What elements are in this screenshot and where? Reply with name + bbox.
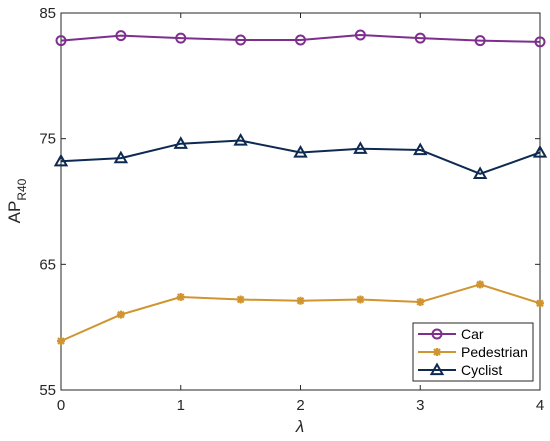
x-tick-label: 3 [416,397,424,414]
y-tick-label: 65 [39,256,56,273]
series-car [55,29,546,48]
data-point-pedestrian [536,299,544,308]
series-layer [53,29,548,345]
data-point-cyclist [472,166,488,179]
y-axis-title-subscript: R40 [15,178,29,200]
x-tick-label: 2 [296,397,304,414]
data-point-pedestrian [356,295,365,304]
data-point-cyclist [293,144,308,158]
data-point-cyclist [413,142,428,156]
series-line-cyclist [60,139,541,175]
data-point-pedestrian [116,310,125,319]
y-axis-title-main: AP [5,201,24,224]
series-cyclist [53,133,548,179]
data-point-car [55,35,67,47]
data-point-car [354,29,366,41]
legend-entry-pedestrian: Pedestrian [418,344,528,360]
legend-entry-cyclist: Cyclist [418,362,502,378]
y-tick-label: 55 [39,382,56,399]
data-point-car [295,34,306,46]
x-tick-label: 1 [177,397,185,414]
legend-marker-pedestrian [433,348,441,356]
series-line-car [60,33,541,43]
data-point-pedestrian [416,298,425,307]
data-point-pedestrian [236,295,245,304]
data-point-cyclist [113,150,129,164]
legend-label-car: Car [461,326,484,342]
data-point-cyclist [532,144,548,158]
data-point-car [115,30,127,42]
data-point-cyclist [233,133,248,146]
y-axis-title: APR40 [5,178,29,223]
data-point-pedestrian [57,336,65,345]
axis-ticks: 0 1 2 3 4 55 65 75 85 [39,5,544,414]
x-tick-label: 0 [57,397,65,414]
legend: Car Pedestrian Cyclist [412,322,534,382]
data-point-pedestrian [176,293,185,302]
data-point-pedestrian [476,280,485,289]
y-tick-label: 85 [39,5,56,22]
legend-label-pedestrian: Pedestrian [461,344,528,360]
legend-label-cyclist: Cyclist [461,362,502,378]
data-point-cyclist [173,136,188,149]
data-point-pedestrian [296,296,305,305]
legend-marker-cyclist [429,362,445,376]
y-tick-label: 75 [39,131,56,148]
series-pedestrian [57,280,544,345]
legend-entry-car: Car [418,326,484,342]
data-point-car [235,34,247,46]
data-point-cyclist [353,141,368,154]
data-point-car [474,35,486,47]
legend-marker-car [431,328,443,340]
data-point-car [175,32,187,44]
x-tick-label: 4 [536,397,544,414]
data-point-cyclist [53,153,69,167]
data-point-car [414,32,426,44]
data-point-car [534,36,546,48]
x-axis-title: λ [295,417,304,436]
